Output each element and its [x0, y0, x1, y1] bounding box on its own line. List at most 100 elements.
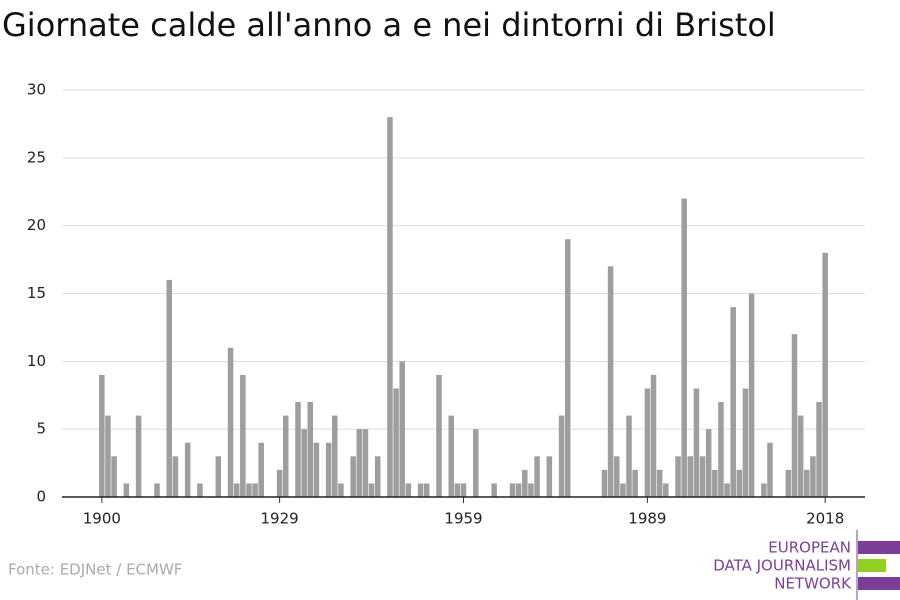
- x-tick-label: 1959: [444, 510, 482, 528]
- logo-text: NETWORK: [774, 575, 852, 593]
- y-tick-label: 10: [27, 352, 46, 370]
- bar: [491, 483, 497, 497]
- logo-bar: [858, 559, 886, 572]
- bar: [632, 469, 638, 497]
- x-tick-label: 1900: [83, 510, 121, 528]
- bar: [650, 374, 657, 497]
- bar: [785, 469, 792, 497]
- bar: [399, 361, 405, 497]
- bar: [454, 483, 461, 497]
- bar: [534, 456, 540, 497]
- y-tick-label: 5: [36, 420, 46, 438]
- bar: [301, 429, 307, 497]
- bar: [154, 483, 160, 497]
- bar: [705, 429, 712, 497]
- x-tick-label: 1989: [628, 510, 666, 528]
- bar: [295, 402, 301, 497]
- bar: [712, 469, 718, 497]
- bar: [227, 347, 234, 497]
- y-tick-label: 0: [36, 488, 46, 506]
- x-tick-label: 2018: [806, 510, 844, 528]
- bar: [276, 469, 283, 497]
- bar: [693, 388, 700, 497]
- bar: [240, 374, 246, 497]
- bar: [699, 456, 706, 497]
- bar: [258, 442, 264, 497]
- bar: [742, 388, 749, 497]
- bar: [387, 117, 393, 497]
- bar: [405, 483, 412, 497]
- bar: [393, 388, 399, 497]
- bar: [816, 402, 822, 497]
- bar: [246, 483, 252, 497]
- bar: [528, 483, 534, 497]
- bar: [558, 415, 565, 497]
- bar: [601, 469, 608, 497]
- logo-bar: [858, 541, 900, 554]
- bar: [356, 429, 363, 497]
- bar: [215, 456, 222, 497]
- bar: [620, 483, 626, 497]
- bar: [460, 483, 467, 497]
- bar: [730, 307, 736, 497]
- bar: [362, 429, 369, 497]
- bar: [417, 483, 424, 497]
- bar: [184, 442, 191, 497]
- bar: [748, 293, 755, 497]
- bar: [644, 388, 651, 497]
- logo-text: DATA JOURNALISM: [713, 557, 851, 575]
- bar: [252, 483, 258, 497]
- chart-title: Giornate calde all'anno a e nei dintorni…: [2, 6, 776, 44]
- bar: [546, 456, 553, 497]
- bar: [791, 334, 798, 497]
- logo-text: EUROPEAN: [768, 539, 851, 557]
- bar: [135, 415, 142, 497]
- bar: [332, 415, 338, 497]
- bar: [607, 266, 614, 497]
- bar: [473, 429, 479, 497]
- x-tick-label: 1929: [261, 510, 299, 528]
- bar: [338, 483, 344, 497]
- bar: [626, 415, 632, 497]
- bar: [307, 402, 314, 497]
- bar: [810, 456, 816, 497]
- bar: [681, 198, 687, 498]
- bar: [197, 483, 203, 497]
- bar: [687, 456, 694, 497]
- bar: [509, 483, 516, 497]
- bar: [724, 483, 730, 497]
- bar: [105, 415, 111, 497]
- bar: [313, 442, 320, 497]
- bar: [718, 402, 724, 497]
- source: Fonte: EDJNet / ECMWF: [8, 561, 182, 579]
- y-tick-label: 20: [27, 216, 46, 234]
- bar: [233, 483, 240, 497]
- bar: [123, 483, 130, 497]
- bar: [166, 279, 173, 497]
- bar: [448, 415, 454, 497]
- bar: [99, 374, 105, 497]
- logo-bar: [858, 577, 900, 590]
- y-tick-label: 15: [27, 284, 46, 302]
- bar: [663, 483, 669, 497]
- y-tick-label: 25: [27, 148, 46, 166]
- bar: [761, 483, 767, 497]
- bar: [374, 456, 381, 497]
- bar: [111, 456, 117, 497]
- bar: [564, 239, 571, 497]
- bar: [656, 469, 663, 497]
- y-tick-label: 30: [27, 81, 46, 99]
- bar: [325, 442, 332, 497]
- bar: [368, 483, 375, 497]
- bar: [522, 469, 528, 497]
- bar: [350, 456, 356, 497]
- bar: [436, 374, 442, 497]
- bar: [767, 442, 773, 497]
- bar: [675, 456, 681, 497]
- bar: [797, 415, 804, 497]
- bar: [822, 252, 828, 497]
- bar: [423, 483, 430, 497]
- bar: [515, 483, 522, 497]
